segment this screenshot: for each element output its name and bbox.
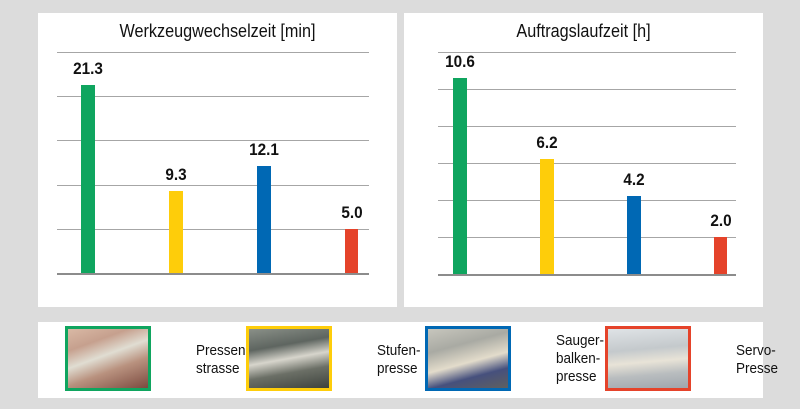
- gridline: [57, 228, 369, 230]
- bar-stufenpresse: [169, 190, 183, 273]
- gridline: [57, 52, 369, 53]
- gridline: [438, 237, 736, 238]
- gridline: [57, 140, 369, 142]
- value-label: 2.0: [710, 211, 732, 230]
- value-label: 21.3: [73, 58, 103, 78]
- servo-press-photo: [605, 326, 691, 391]
- chart-title: Werkzeugwechselzeit [min]: [119, 21, 316, 41]
- gridline: [438, 163, 736, 164]
- bar-saugerbalkenpresse: [627, 196, 641, 274]
- value-label: 12.1: [249, 140, 279, 160]
- plot-area: 10.6 6.2 4.2 2.0: [438, 52, 736, 276]
- bar-pressenstrasse: [453, 77, 467, 274]
- x-axis-baseline: [438, 274, 736, 276]
- gridline: [438, 200, 736, 201]
- value-label: 10.6: [445, 51, 475, 71]
- x-axis-baseline: [57, 273, 369, 275]
- value-label: 6.2: [536, 133, 558, 153]
- gridline: [438, 89, 736, 90]
- bar-servo-presse: [714, 237, 727, 274]
- chart-panel-tool-change-time: Werkzeugwechselzeit [min] 21.3 9.3 12.1 5.0: [38, 13, 397, 307]
- bar-saugerbalkenpresse: [257, 166, 271, 273]
- legend-label: Pressen- strasse: [196, 342, 251, 377]
- legend: Pressen- strasse Stufen- presse Sauger- …: [38, 322, 778, 398]
- gridline: [438, 126, 736, 127]
- gridline: [57, 96, 369, 98]
- press-line-photo: [65, 326, 151, 391]
- value-label: 4.2: [623, 170, 645, 190]
- gridline: [438, 52, 736, 53]
- legend-label: Sauger- balken- presse: [556, 332, 605, 385]
- value-label: 5.0: [341, 202, 363, 222]
- bar-servo-presse: [345, 228, 358, 273]
- transfer-press-photo: [246, 326, 332, 391]
- chart-panel-order-lead-time: Auftragslaufzeit [h] 10.6 6.2 4.2 2.0: [404, 13, 763, 307]
- value-label: 9.3: [165, 164, 187, 184]
- bar-pressenstrasse: [81, 84, 95, 273]
- gridline: [57, 184, 369, 186]
- plot-area: 21.3 9.3 12.1 5.0: [57, 52, 369, 275]
- legend-label: Servo- Presse: [736, 342, 779, 377]
- legend-label: Stufen- presse: [377, 342, 421, 377]
- bar-stufenpresse: [540, 159, 554, 274]
- crossbar-press-photo: [425, 326, 511, 391]
- chart-title: Auftragslaufzeit [h]: [516, 21, 651, 41]
